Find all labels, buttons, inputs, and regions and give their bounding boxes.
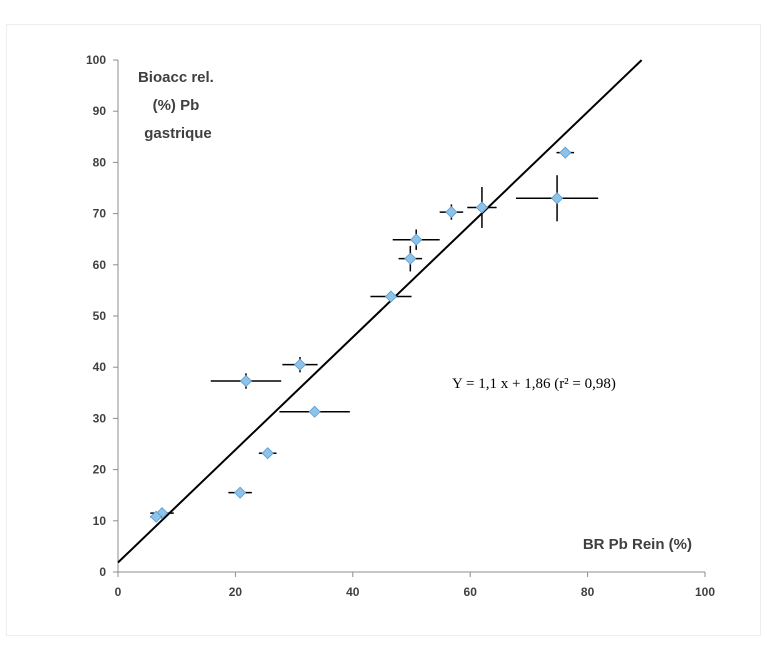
y-tick-label: 100 <box>86 53 106 67</box>
data-points <box>150 146 599 523</box>
data-point <box>475 201 489 214</box>
data-point <box>293 358 307 371</box>
y-axis-title: Bioacc rel. (%) Pb gastrique <box>138 69 218 142</box>
y-tick-label: 40 <box>93 360 107 374</box>
y-tick-label: 20 <box>93 463 107 477</box>
y-tick-label: 50 <box>93 309 107 323</box>
x-tick-label: 0 <box>115 585 122 599</box>
y-tick-label: 80 <box>93 155 107 169</box>
data-point-group <box>556 146 575 159</box>
x-axis-title: BR Pb Rein (%) <box>583 536 692 553</box>
data-point-group <box>398 245 423 272</box>
data-point-group <box>258 447 277 460</box>
data-point <box>445 205 458 219</box>
data-point <box>404 252 417 265</box>
y-tick-label: 30 <box>93 411 107 425</box>
y-axis-title-line-1: Bioacc rel. <box>138 69 214 86</box>
data-point-group <box>467 186 497 228</box>
regression-equation: Y = 1,1 x + 1,86 (r² = 0,98) <box>452 376 616 392</box>
data-point <box>559 146 572 159</box>
data-point <box>234 486 247 499</box>
y-tick-label: 60 <box>93 258 107 272</box>
y-tick-label: 70 <box>93 207 107 221</box>
y-tick-label: 90 <box>93 104 107 118</box>
tick-labels: 0 10 20 30 40 50 60 70 80 90 100 0 20 40 60 80 100 <box>86 53 715 599</box>
data-point <box>410 233 423 246</box>
x-tick-label: 100 <box>695 585 715 599</box>
y-tick-label: 10 <box>93 514 107 528</box>
data-point <box>239 374 253 388</box>
x-tick-label: 80 <box>581 585 595 599</box>
data-point-group <box>210 373 282 389</box>
data-point-group <box>150 510 163 523</box>
y-tick-label: 0 <box>99 565 106 579</box>
chart-frame <box>6 24 761 636</box>
x-tick-label: 40 <box>346 585 360 599</box>
data-point <box>150 510 163 523</box>
data-point <box>261 447 274 460</box>
data-point-group <box>279 405 350 418</box>
y-axis-title-line-2: (%) Pb <box>153 97 200 114</box>
y-axis-title-line-3: gastrique <box>144 125 212 142</box>
data-point <box>551 192 564 205</box>
x-tick-label: 60 <box>464 585 478 599</box>
data-point-group <box>282 356 318 373</box>
regression-line-group <box>117 59 643 564</box>
data-point <box>308 405 321 418</box>
data-point-group <box>228 486 252 499</box>
regression-line <box>117 59 643 564</box>
data-point <box>384 290 398 303</box>
axes <box>113 59 706 577</box>
data-point-group <box>392 229 440 250</box>
data-point-group <box>439 204 464 220</box>
data-point-group <box>515 175 599 222</box>
x-tick-label: 20 <box>229 585 243 599</box>
data-point-group <box>370 290 412 303</box>
